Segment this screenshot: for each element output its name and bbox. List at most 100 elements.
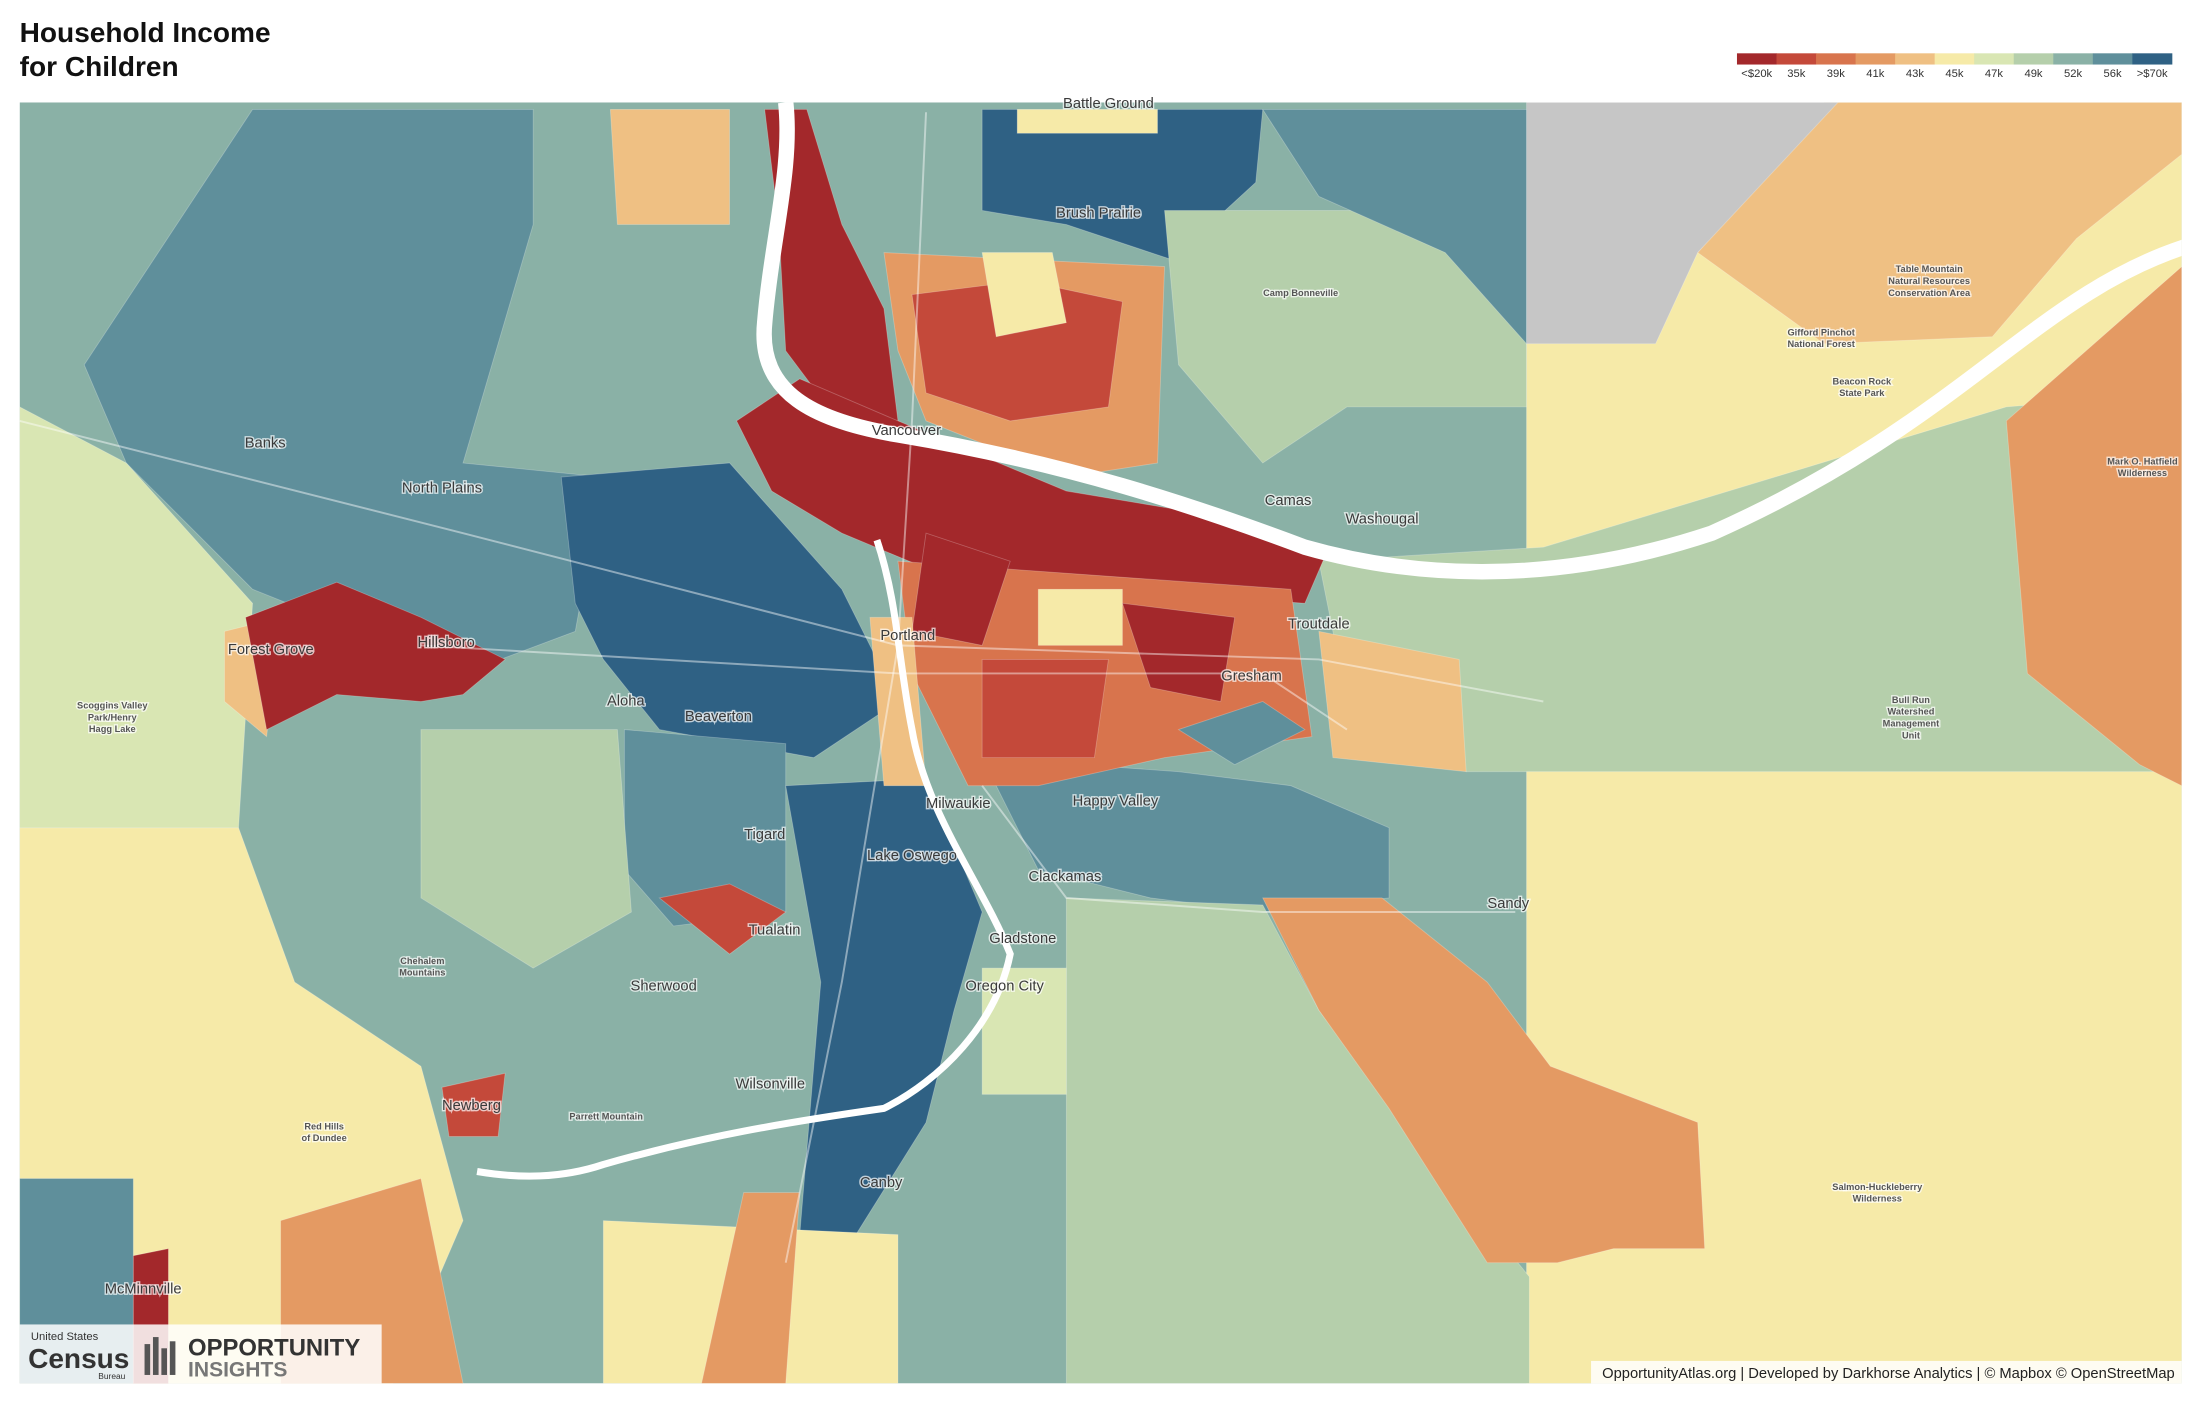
place-label: Management	[1883, 718, 1940, 728]
place-label: Gifford Pinchot	[1787, 327, 1854, 337]
place-label: Beacon Rock	[1833, 376, 1892, 386]
place-label: Bull Run	[1892, 695, 1930, 705]
region	[1177, 701, 1306, 766]
region	[701, 1192, 801, 1384]
region	[1121, 602, 1236, 703]
region	[1261, 109, 1527, 345]
legend-swatch	[2092, 53, 2133, 65]
place-label: Unit	[1902, 730, 1920, 740]
place-label: Park/Henry	[88, 712, 138, 722]
logo-icon	[161, 1348, 167, 1375]
title-line: Household Income	[20, 17, 271, 48]
place-label: Watershed	[1887, 707, 1934, 717]
place-label: Mark O. Hatfield	[2107, 456, 2178, 466]
region	[560, 462, 899, 759]
region	[245, 581, 506, 731]
place-label: Happy Valley	[1073, 793, 1159, 809]
region	[1318, 630, 1467, 773]
place-labels: Battle Ground Brush Prairie Camp Bonnevill…	[76, 95, 2180, 1299]
legend-label: 43k	[1906, 68, 1924, 80]
logo-icon	[169, 1341, 176, 1375]
logo-text: OPPORTUNITY	[188, 1334, 360, 1361]
road	[420, 644, 899, 675]
place-label: Gladstone	[989, 931, 1056, 947]
legend-label: 39k	[1827, 68, 1845, 80]
place-label: Forest Grove	[228, 642, 314, 658]
river	[756, 102, 2182, 580]
place-label: Sherwood	[631, 979, 697, 995]
region	[911, 532, 1011, 646]
legend-swatch	[1816, 53, 1857, 65]
place-label: Wilderness	[2118, 468, 2167, 478]
region	[420, 729, 632, 969]
place-label: Mountains	[399, 968, 445, 978]
place-label: Lake Oswego	[867, 848, 957, 864]
logo-text: United States	[31, 1331, 99, 1343]
place-label: Gresham	[1221, 668, 1282, 684]
place-label: Clackamas	[1029, 869, 1102, 885]
legend: <$20k 35k 39k 41k 43k 45k 47k 49k 52k 56k >$70k	[1736, 53, 2173, 80]
legend-swatch	[1934, 53, 1975, 65]
place-label: Tualatin	[749, 922, 801, 938]
river	[476, 539, 1014, 1180]
place-label: Table Mountain	[1896, 264, 1963, 274]
legend-label: 35k	[1787, 68, 1805, 80]
place-label: Banks	[245, 436, 286, 452]
region	[981, 658, 1109, 759]
place-label: Hillsboro	[418, 635, 475, 651]
region	[609, 109, 731, 225]
place-label: McMinnville	[105, 1282, 182, 1298]
region	[1037, 588, 1123, 646]
road	[896, 112, 928, 646]
logo-icon	[152, 1337, 159, 1375]
place-label: State Park	[1839, 388, 1885, 398]
region	[981, 252, 1067, 338]
place-label: Chehalem	[400, 956, 444, 966]
place-label: Troutdale	[1288, 617, 1350, 633]
place-label: Wilsonville	[736, 1077, 806, 1093]
place-label: Tigard	[744, 827, 785, 843]
title-line: for Children	[20, 51, 179, 82]
region	[1016, 109, 1158, 134]
place-label: Natural Resources	[1888, 276, 1970, 286]
place-label: Scoggins Valley	[77, 701, 148, 711]
place-label: of Dundee	[302, 1133, 347, 1143]
place-label: National Forest	[1787, 339, 1854, 349]
place-label: Battle Ground	[1063, 96, 1154, 112]
place-label: Aloha	[607, 694, 645, 710]
legend-label: 45k	[1945, 68, 1963, 80]
place-label: Red Hills	[304, 1121, 344, 1131]
place-label: Wilderness	[1853, 1194, 1902, 1204]
place-label: Hagg Lake	[89, 724, 136, 734]
attribution[interactable]: OpportunityAtlas.org | Developed by Dark…	[1602, 1366, 2175, 1382]
region	[658, 883, 787, 955]
region	[441, 1072, 506, 1137]
logo-text: Bureau	[98, 1371, 125, 1381]
place-label: Conservation Area	[1888, 288, 1971, 298]
place-label: Washougal	[1345, 511, 1418, 527]
region	[2005, 266, 2182, 787]
legend-swatch	[2132, 53, 2173, 65]
place-label: Newberg	[442, 1098, 501, 1114]
legend-swatch	[1974, 53, 2015, 65]
legend-label: >$70k	[2137, 68, 2168, 80]
place-label: Parrett Mountain	[569, 1112, 643, 1122]
legend-label: 49k	[2024, 68, 2042, 80]
place-label: Camp Bonneville	[1263, 288, 1338, 298]
place-label: Sandy	[1487, 896, 1529, 912]
road	[981, 785, 1516, 913]
legend-label: 47k	[1985, 68, 2003, 80]
legend-label: 56k	[2104, 68, 2122, 80]
logo-box	[19, 1324, 382, 1384]
road	[897, 672, 1348, 731]
census-logo: United States Census Bureau OPPORTUNITY …	[19, 1324, 382, 1384]
map	[19, 102, 2182, 1384]
region	[83, 109, 604, 674]
logo-text: Census	[28, 1343, 129, 1374]
legend-label: <$20k	[1741, 68, 1772, 80]
legend-swatch	[1895, 53, 1936, 65]
legend-swatch	[2013, 53, 2054, 65]
legend-swatch	[1736, 53, 1777, 65]
place-label: Vancouver	[872, 423, 941, 439]
